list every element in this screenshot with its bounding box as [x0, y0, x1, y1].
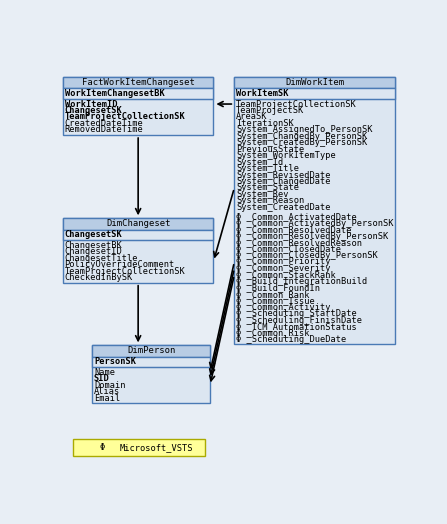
Text: Φ _Common_Priority: Φ _Common_Priority	[236, 257, 330, 267]
Bar	[63, 218, 214, 283]
Text: DimPerson: DimPerson	[127, 346, 175, 355]
Text: Φ _Common_Rank: Φ _Common_Rank	[236, 290, 309, 299]
Text: TeamProjectCollectionSK: TeamProjectCollectionSK	[64, 113, 186, 122]
Text: Φ _Build_IntegrationBuild: Φ _Build_IntegrationBuild	[236, 277, 367, 286]
Text: System_Title: System_Title	[236, 164, 299, 173]
Text: Φ: Φ	[100, 443, 105, 452]
Text: System_State: System_State	[236, 183, 299, 192]
Text: SID: SID	[94, 374, 110, 383]
Text: Φ _TCM_AutomationStatus: Φ _TCM_AutomationStatus	[236, 322, 357, 331]
Bar	[73, 439, 205, 456]
Text: Φ _Common_ClosedBy_PersonSK: Φ _Common_ClosedBy_PersonSK	[236, 251, 378, 260]
Bar	[63, 77, 214, 89]
Text: Φ _Build_FoundIn: Φ _Build_FoundIn	[236, 283, 320, 292]
Bar	[63, 230, 214, 240]
Text: Alias: Alias	[94, 387, 120, 396]
Text: System_CreatedDate: System_CreatedDate	[236, 203, 330, 212]
Text: Φ _Common_ClosedDate: Φ _Common_ClosedDate	[236, 245, 341, 254]
Text: Domain: Domain	[94, 381, 126, 390]
Text: ChangesetID: ChangesetID	[64, 247, 122, 256]
Text: System_RevisedDate: System_RevisedDate	[236, 170, 330, 180]
Bar	[92, 345, 210, 357]
Text: Φ _Common_Severity: Φ _Common_Severity	[236, 264, 330, 273]
Text: Name: Name	[94, 368, 115, 377]
Text: WorkItemChangesetBK: WorkItemChangesetBK	[64, 89, 164, 98]
Text: Φ _Common_ResolvedReason: Φ _Common_ResolvedReason	[236, 238, 362, 247]
Text: Φ _Scheduling_DueDate: Φ _Scheduling_DueDate	[236, 335, 346, 344]
Text: FactWorkItemChangeset: FactWorkItemChangeset	[82, 78, 194, 87]
Text: Φ _Common_ActivatedDate: Φ _Common_ActivatedDate	[236, 212, 357, 221]
Text: DimChangeset: DimChangeset	[106, 220, 170, 228]
Bar	[234, 77, 396, 344]
Text: System_WorkItemType: System_WorkItemType	[236, 151, 336, 160]
Text: CheckedInBySK: CheckedInBySK	[64, 273, 133, 282]
Text: TeamProjectCollectionSK: TeamProjectCollectionSK	[64, 267, 186, 276]
Text: Φ _Common_ActivatedBy_PersonSK: Φ _Common_ActivatedBy_PersonSK	[236, 219, 393, 228]
Text: System_Id: System_Id	[236, 158, 283, 167]
Text: PreviousState: PreviousState	[236, 145, 304, 154]
Text: System_ChangedDate: System_ChangedDate	[236, 177, 330, 186]
Bar	[92, 357, 210, 367]
Text: Φ _Common_Activity: Φ _Common_Activity	[236, 303, 330, 312]
Text: System_CreatedBy_PersonSK: System_CreatedBy_PersonSK	[236, 138, 367, 147]
Text: ChangesetSK: ChangesetSK	[64, 106, 122, 115]
Text: TeamProjectCollectionSK: TeamProjectCollectionSK	[236, 100, 357, 108]
Text: Φ _Common_Risk: Φ _Common_Risk	[236, 329, 309, 337]
Text: Microsoft_VSTS: Microsoft_VSTS	[119, 443, 193, 452]
Text: Φ _Common_ResolvedDate: Φ _Common_ResolvedDate	[236, 225, 351, 234]
Text: Φ _Common_StackRank: Φ _Common_StackRank	[236, 270, 336, 279]
Text: PersonSK: PersonSK	[94, 357, 136, 366]
Text: TeamProjectSK: TeamProjectSK	[236, 106, 304, 115]
Text: PolicyOverrideComment: PolicyOverrideComment	[64, 260, 175, 269]
Text: Φ _Scheduling_StartDate: Φ _Scheduling_StartDate	[236, 309, 357, 318]
Text: WorkItemID: WorkItemID	[64, 100, 117, 108]
Text: ChangesetTitle: ChangesetTitle	[64, 254, 138, 263]
Text: Φ _Scheduling_FinishDate: Φ _Scheduling_FinishDate	[236, 315, 362, 324]
Text: System_Reason: System_Reason	[236, 196, 304, 205]
Text: RemovedDateTime: RemovedDateTime	[64, 125, 143, 134]
Text: Email: Email	[94, 394, 120, 402]
Text: IterationSK: IterationSK	[236, 119, 294, 128]
Bar	[234, 77, 396, 89]
Text: Φ _Common_Issue: Φ _Common_Issue	[236, 296, 315, 305]
Bar	[63, 218, 214, 230]
Text: CreatedDateTime: CreatedDateTime	[64, 119, 143, 128]
Text: ChangesetSK: ChangesetSK	[64, 230, 122, 239]
Bar	[234, 89, 396, 99]
Text: System_ChangedBy_PersonSK: System_ChangedBy_PersonSK	[236, 132, 367, 141]
Bar	[63, 89, 214, 99]
Bar	[63, 77, 214, 135]
Text: ChangesetBK: ChangesetBK	[64, 241, 122, 250]
Text: Φ _Common_ResolvedBy_PersonSK: Φ _Common_ResolvedBy_PersonSK	[236, 232, 388, 241]
Text: System_Rev: System_Rev	[236, 190, 288, 199]
Text: WorkItemSK: WorkItemSK	[236, 89, 288, 98]
Bar	[92, 345, 210, 403]
Text: System_AssignedTo_PersonSK: System_AssignedTo_PersonSK	[236, 125, 372, 134]
Text: AreaSK: AreaSK	[236, 113, 267, 122]
Text: DimWorkItem: DimWorkItem	[285, 78, 344, 87]
